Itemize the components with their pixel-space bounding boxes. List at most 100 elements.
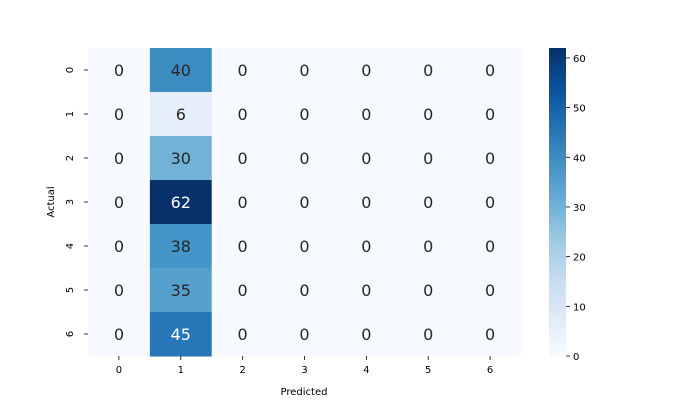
heatmap-cell-r6-c0: [88, 312, 151, 357]
x-axis-label: Predicted: [281, 387, 328, 398]
colorbar: [549, 48, 566, 356]
heatmap-cell-r4-c5: [397, 224, 460, 269]
x-tick-label: 1: [178, 365, 184, 376]
heatmap-cells: [88, 48, 522, 357]
cell-value-r6-c1: 45: [171, 325, 191, 344]
heatmap-cell-r3-c1: [149, 180, 213, 225]
heatmap-cell-r3-c4: [335, 180, 398, 225]
colorbar-tick-label: 0: [573, 352, 579, 363]
cell-value-r1-c6: 0: [485, 105, 495, 124]
heatmap-cell-r0-c6: [459, 48, 522, 93]
heatmap-cell-r3-c3: [273, 180, 336, 225]
heatmap-cell-r1-c0: [88, 92, 151, 137]
cell-value-r0-c6: 0: [485, 61, 495, 80]
cell-value-r0-c4: 0: [361, 61, 371, 80]
cell-value-r3-c5: 0: [423, 193, 433, 212]
heatmap-cell-r5-c1: [149, 268, 213, 313]
cell-value-r5-c2: 0: [238, 281, 248, 300]
cell-value-r1-c1: 6: [176, 105, 186, 124]
cell-value-r3-c2: 0: [238, 193, 248, 212]
cell-value-r1-c5: 0: [423, 105, 433, 124]
cell-value-r3-c6: 0: [485, 193, 495, 212]
heatmap-cell-r2-c3: [273, 136, 336, 181]
cell-value-r0-c1: 40: [171, 61, 191, 80]
cell-value-r5-c6: 0: [485, 281, 495, 300]
x-tick-label: 4: [363, 365, 369, 376]
cell-value-r0-c5: 0: [423, 61, 433, 80]
heatmap-cell-r5-c4: [335, 268, 398, 313]
cell-value-r2-c0: 0: [114, 149, 124, 168]
colorbar-tick-label: 10: [573, 302, 586, 313]
heatmap-cell-r0-c1: [149, 48, 213, 93]
cell-value-r5-c3: 0: [299, 281, 309, 300]
heatmap-cell-r2-c6: [459, 136, 522, 181]
heatmap-cell-r2-c1: [149, 136, 213, 181]
colorbar-tick-label: 50: [573, 104, 586, 115]
heatmap-cell-r4-c2: [211, 224, 275, 269]
heatmap-cell-r4-c0: [88, 224, 151, 269]
y-tick-label: 5: [65, 287, 76, 293]
heatmap-cell-r2-c0: [88, 136, 151, 181]
cell-value-r3-c4: 0: [361, 193, 371, 212]
heatmap-cell-r4-c6: [459, 224, 522, 269]
cell-value-r1-c2: 0: [238, 105, 248, 124]
heatmap-cell-r6-c5: [397, 312, 460, 357]
cell-value-r6-c3: 0: [299, 325, 309, 344]
heatmap-cell-r1-c4: [335, 92, 398, 137]
cell-value-r3-c3: 0: [299, 193, 309, 212]
cell-value-r2-c4: 0: [361, 149, 371, 168]
heatmap-cell-r6-c2: [211, 312, 275, 357]
x-tick-label: 3: [301, 365, 307, 376]
heatmap-cell-r4-c4: [335, 224, 398, 269]
heatmap-cell-r1-c6: [459, 92, 522, 137]
colorbar-tick-label: 20: [573, 253, 586, 264]
y-tick-label: 2: [65, 155, 76, 161]
cell-value-r4-c4: 0: [361, 237, 371, 256]
heatmap-cell-r6-c1: [149, 312, 213, 357]
cell-value-r2-c3: 0: [299, 149, 309, 168]
heatmap-cell-r4-c3: [273, 224, 336, 269]
heatmap-cell-r3-c2: [211, 180, 275, 225]
cell-value-r6-c0: 0: [114, 325, 124, 344]
cell-value-r1-c3: 0: [299, 105, 309, 124]
cell-value-r1-c4: 0: [361, 105, 371, 124]
cell-value-r6-c4: 0: [361, 325, 371, 344]
cell-value-r4-c5: 0: [423, 237, 433, 256]
y-axis-label: Actual: [46, 186, 57, 217]
heatmap-cell-r1-c5: [397, 92, 460, 137]
heatmap-cell-r5-c2: [211, 268, 275, 313]
cell-value-r2-c6: 0: [485, 149, 495, 168]
y-tick-label: 1: [65, 111, 76, 117]
colorbar-tick-label: 30: [573, 203, 586, 214]
heatmap-cell-r5-c3: [273, 268, 336, 313]
y-tick-label: 4: [65, 243, 76, 249]
cell-value-r2-c2: 0: [238, 149, 248, 168]
colorbar-ticks: 0 10 20 30 40 50 60: [566, 54, 586, 363]
cell-value-r6-c5: 0: [423, 325, 433, 344]
heatmap-cell-r0-c2: [211, 48, 275, 93]
cell-value-r3-c1: 62: [171, 193, 191, 212]
y-tick-label: 3: [65, 199, 76, 205]
x-axis-ticks: 0 1 2 3 4 5 6: [116, 356, 493, 376]
cell-value-r1-c0: 0: [114, 105, 124, 124]
x-tick-label: 5: [425, 365, 431, 376]
heatmap-cell-r6-c6: [459, 312, 522, 357]
heatmap-cell-r5-c0: [88, 268, 151, 313]
heatmap-cell-r5-c5: [397, 268, 460, 313]
heatmap-cell-r3-c5: [397, 180, 460, 225]
y-axis-ticks: 0 1 2 3 4 5 6: [65, 67, 88, 337]
heatmap-cell-r3-c6: [459, 180, 522, 225]
colorbar-tick-label: 60: [573, 54, 586, 65]
cell-value-r0-c2: 0: [238, 61, 248, 80]
cell-value-r4-c1: 38: [171, 237, 191, 256]
cell-value-r0-c0: 0: [114, 61, 124, 80]
cell-value-r4-c3: 0: [299, 237, 309, 256]
heatmap-cell-r3-c0: [88, 180, 151, 225]
cell-value-r0-c3: 0: [299, 61, 309, 80]
cell-value-r6-c2: 0: [238, 325, 248, 344]
y-tick-label: 0: [65, 67, 76, 73]
heatmap-cell-r1-c2: [211, 92, 275, 137]
cell-value-r2-c5: 0: [423, 149, 433, 168]
cell-value-r5-c4: 0: [361, 281, 371, 300]
heatmap-cell-r6-c4: [335, 312, 398, 357]
